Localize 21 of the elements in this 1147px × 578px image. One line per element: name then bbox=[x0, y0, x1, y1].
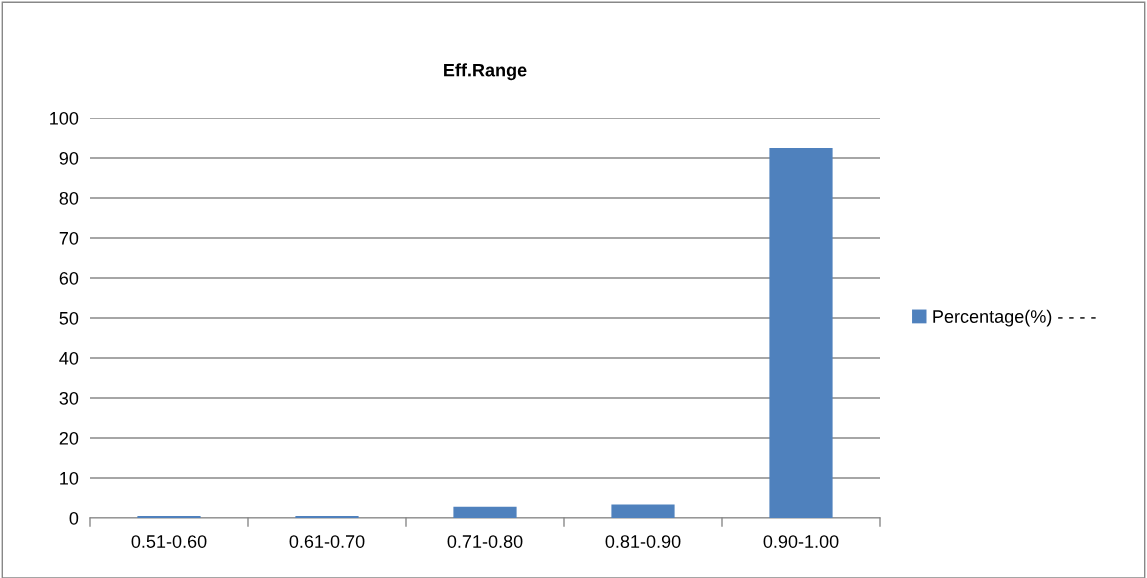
bar bbox=[611, 504, 675, 518]
y-tick-label: 60 bbox=[59, 271, 79, 285]
y-tick-label: 100 bbox=[50, 111, 79, 125]
y-tick-label: 0 bbox=[69, 511, 79, 525]
x-tick-label: 0.51-0.60 bbox=[131, 535, 207, 548]
chart-title: Eff.Range bbox=[444, 63, 527, 81]
y-tick-label: 70 bbox=[59, 231, 79, 245]
x-tick-label: 0.81-0.90 bbox=[605, 535, 681, 548]
y-tick-label: 40 bbox=[59, 351, 79, 365]
bar bbox=[453, 506, 517, 518]
x-tick-label: 0.90-1.00 bbox=[763, 535, 839, 548]
legend-label: Percentage(%) - - - - bbox=[933, 309, 1096, 327]
y-tick-label: 80 bbox=[59, 191, 79, 205]
bar bbox=[769, 148, 833, 518]
y-tick-label: 10 bbox=[60, 471, 79, 485]
x-tick-label: 0.61-0.70 bbox=[289, 535, 365, 548]
y-tick-label: 30 bbox=[59, 391, 79, 405]
x-tick-label: 0.71-0.80 bbox=[447, 535, 523, 548]
y-tick-label: 20 bbox=[59, 431, 79, 445]
y-tick-label: 50 bbox=[59, 311, 79, 325]
y-tick-label: 90 bbox=[59, 151, 79, 165]
